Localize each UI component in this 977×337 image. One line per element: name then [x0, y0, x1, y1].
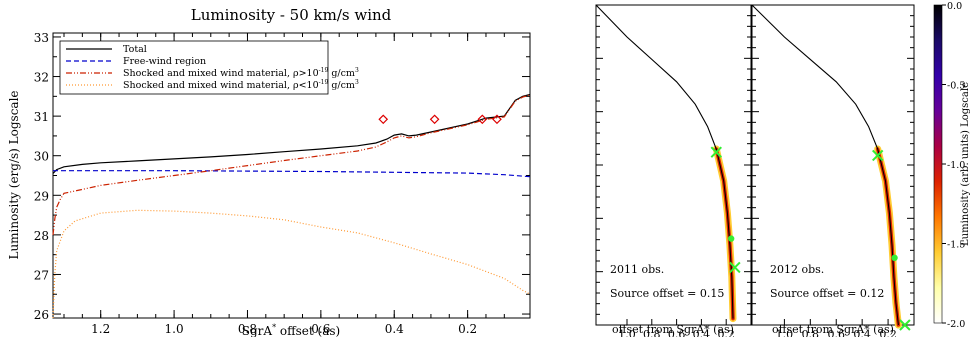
x-tick-label: 1.2: [91, 322, 110, 336]
panel-x-tick-label: 0.2: [879, 328, 897, 337]
colorbar-tick-label: -2.0: [947, 319, 965, 330]
legend-label-free-wind: Free-wind region: [123, 56, 206, 67]
panel-x-tick-label: 1.0: [776, 328, 794, 337]
source-dot-marker: [727, 235, 735, 242]
panel-x-tick-label: 0.4: [853, 328, 871, 337]
x-tick-label: 0.6: [311, 322, 330, 336]
panel-2012-ticks: 1.0 0.8 0.6 0.4 0.2: [752, 15, 914, 337]
cross-marker: [899, 319, 911, 331]
colorbar-tick-label: -1.5: [947, 240, 965, 251]
panel-2011-xlabel: offset from SgrA* (as): [612, 323, 734, 336]
panel-x-tick-label: 0.6: [668, 328, 686, 337]
panel-2011-offset: Source offset = 0.15: [610, 287, 724, 300]
y-tick-label: 28: [34, 229, 49, 243]
cross-marker: [729, 261, 741, 274]
axes: 1.2 1.0 0.8 0.6 0.4 0.2 26 27 28 29 30 31 32 33: [34, 31, 530, 336]
chart-title: Luminosity - 50 km/s wind: [191, 6, 392, 24]
panel-x-tick-label: 1.0: [618, 328, 636, 337]
cross-marker: [872, 149, 884, 162]
panel-2012-frame: [751, 4, 915, 326]
y-tick-label: 29: [34, 189, 49, 203]
panel-2012: 1.0 0.8 0.6 0.4 0.2 2012 obs. Source offset …: [751, 4, 915, 337]
orbit-curve: [751, 4, 899, 326]
y-axis-label: Luminosity (erg/s) Logscale: [7, 90, 21, 259]
panel-2011-ticks: 1.0 0.8 0.6 0.4 0.2: [596, 15, 751, 337]
legend-label-shocked-low: Shocked and mixed wind material, ρ<10-19…: [123, 79, 359, 91]
legend-label-shocked-high: Shocked and mixed wind material, ρ>10-19…: [123, 67, 359, 79]
panel-2011-label: 2011 obs.: [610, 263, 664, 276]
x-tick-label: 0.8: [238, 322, 257, 336]
source-dot-marker: [891, 254, 898, 261]
series-line-3: [52, 209, 531, 319]
colorbar: 0.0 -0.5 -1.0 -1.5 -2.0 Luminosity (arb. uni…: [933, 1, 971, 330]
panel-2012-curve: [751, 4, 911, 331]
panel-2011-curve: [595, 4, 741, 323]
panel-x-tick-label: 0.8: [802, 328, 820, 337]
colorbar-ticks: 0.0 -0.5 -1.0 -1.5 -2.0: [942, 1, 965, 330]
y-tick-label: 30: [34, 150, 49, 164]
colorbar-tick-label: -1.0: [947, 160, 965, 171]
panel-2012-offset: Source offset = 0.12: [770, 287, 884, 300]
series-line-1: [53, 170, 531, 178]
series-line-0: [52, 93, 531, 174]
colorbar-label: Luminosity (arb. units) Logscale: [960, 82, 971, 246]
legend: Total Free-wind region Shocked and mixed…: [59, 40, 359, 95]
series-lines: [52, 93, 531, 319]
panel-x-tick-label: 0.6: [827, 328, 845, 337]
panel-x-tick-label: 0.4: [693, 328, 711, 337]
x-tick-label: 0.2: [458, 322, 477, 336]
diamond-marker: [429, 114, 440, 125]
diamond-marker: [378, 114, 389, 125]
orbit-curve: [595, 4, 734, 319]
colorbar-tick-label: 0.0: [947, 1, 962, 12]
panel-2011-frame: [595, 4, 752, 326]
panel-2011: 1.0 0.8 0.6 0.4 0.2 2011 obs. Source offset …: [595, 4, 752, 337]
luminosity-chart: Luminosity - 50 km/s wind 1.2 1.0 0.8 0.6 0.…: [7, 6, 531, 337]
y-tick-label: 31: [34, 110, 49, 124]
x-tick-label: 1.0: [165, 322, 184, 336]
series-line-2: [52, 94, 531, 235]
diamond-markers: [378, 114, 502, 125]
y-tick-label: 27: [34, 268, 49, 282]
y-tick-label: 33: [34, 31, 49, 45]
y-tick-label: 26: [34, 308, 49, 322]
diamond-marker: [477, 114, 488, 125]
cross-marker: [710, 146, 722, 158]
diamond-marker: [492, 114, 502, 125]
legend-box: [59, 40, 329, 95]
panel-x-tick-label: 0.2: [717, 328, 735, 337]
panel-2012-label: 2012 obs.: [770, 263, 824, 276]
x-axis-label: SgrA* offset (as): [242, 323, 340, 337]
colorbar-gradient: [933, 4, 943, 324]
y-tick-label: 32: [34, 71, 49, 85]
colorbar-tick-label: -0.5: [947, 81, 965, 92]
x-tick-label: 0.4: [385, 322, 404, 336]
panel-x-tick-label: 0.8: [643, 328, 661, 337]
legend-label-total: Total: [123, 44, 147, 55]
panel-2012-xlabel: offset from SgrA* (as): [772, 323, 894, 336]
